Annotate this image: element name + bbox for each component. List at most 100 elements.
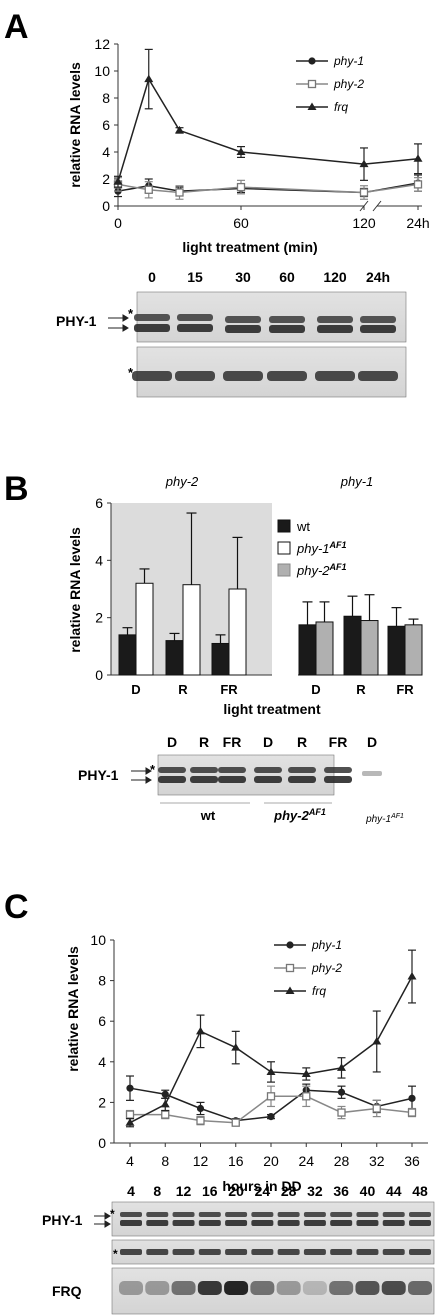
error-bar-wt	[215, 634, 226, 644]
legend-label-phy-2: phy-2	[311, 961, 342, 975]
data-point-frq	[196, 1026, 205, 1035]
lane-label: 48	[412, 1183, 428, 1199]
legend-label-frq: frq	[334, 100, 348, 114]
error-bar-phy-2AF1	[364, 594, 375, 621]
bar-phy-2AF1	[404, 624, 423, 676]
blot-band-loading	[223, 371, 263, 381]
blot-band-frq	[119, 1281, 143, 1295]
panel-c-y-axis-title: relative RNA levels	[65, 946, 81, 1072]
blot-band-faint	[362, 771, 382, 776]
panel-a-y-tick-label: 10	[94, 63, 110, 79]
blot-band-loading	[198, 1249, 221, 1255]
panel-b-y-tick-label: 4	[95, 552, 103, 568]
blot-band-loading	[146, 1249, 169, 1255]
panel-b-bars	[118, 512, 423, 676]
series-line-frq	[117, 77, 419, 182]
blot-band-lower	[317, 325, 353, 333]
data-point-frq	[372, 1037, 382, 1045]
panel-c-x-axis-title: hours in DD	[222, 1178, 301, 1194]
category-label: R	[356, 682, 366, 697]
blot-band-lower	[324, 776, 352, 783]
panel-c-blot-bands-loading	[120, 1249, 431, 1255]
data-point-frq	[231, 1043, 241, 1051]
panel-a-legend: phy-1 phy-2 frq	[296, 54, 364, 114]
blot-band-upper	[382, 1212, 405, 1217]
blot-band-upper	[218, 767, 246, 773]
blot-band-upper	[303, 1212, 326, 1217]
panel-c-x-tick-label: 20	[263, 1153, 279, 1169]
blot-band-loading	[120, 1249, 142, 1255]
panel-c-blot-phy1-strip	[111, 1201, 435, 1237]
blot-band-frq	[329, 1281, 354, 1295]
panel-c-plot-area	[125, 949, 417, 1128]
panel-c-blot-star-loading: *	[113, 1247, 118, 1261]
blot-band-lower	[360, 325, 396, 333]
lane-label: 40	[360, 1183, 376, 1199]
panel-c-x-tick-label: 12	[193, 1153, 209, 1169]
panel-a-x-axis-title: light treatment (min)	[182, 239, 317, 255]
lane-label: D	[263, 734, 273, 750]
panel-b-blot-lane-labels: D R FR D R FR D	[167, 734, 377, 750]
blot-band-loading	[356, 1249, 379, 1255]
legend-entry-phy-1af1: phy-1AF1	[277, 540, 347, 556]
data-point-frq	[413, 154, 423, 162]
bar-wt	[118, 634, 137, 676]
data-point-phy-1	[126, 1084, 134, 1092]
panel-b-blot-group-phy-1af1: phy-1AF1	[365, 813, 404, 825]
blot-band-loading	[315, 371, 355, 381]
panel-b-y-tick-label: 2	[95, 610, 103, 626]
data-point-phy-1	[267, 1113, 275, 1121]
panel-b-x-axis-title: light treatment	[223, 701, 321, 717]
data-point-frq	[144, 74, 154, 83]
blot-band-lower	[269, 325, 305, 333]
category-label: D	[131, 682, 140, 697]
panel-c-y-ticks: 0 2 4 6 8 10	[90, 932, 114, 1151]
legend-entry-phy-2af1: phy-2AF1	[277, 562, 347, 578]
legend-entry-phy-1: phy-1	[296, 54, 364, 68]
blot-band-lower	[198, 1220, 221, 1226]
blot-band-lower	[409, 1220, 431, 1226]
bar-phy-2AF1	[315, 621, 334, 676]
data-point-phy-2	[407, 1108, 417, 1117]
data-point-phy-2	[302, 1092, 311, 1101]
panel-a-blot-star-lower: *	[128, 365, 134, 380]
data-point-phy-1	[337, 1088, 346, 1096]
blot-band-upper	[330, 1212, 353, 1217]
panel-a-x-tick-label: 24h	[406, 215, 429, 231]
panel-a: A relative RNA levels light treatment (m…	[4, 8, 430, 398]
blot-band-upper	[134, 314, 170, 321]
blot-band-upper	[288, 767, 316, 773]
blot-band-loading	[358, 371, 398, 381]
blot-band-upper	[172, 1212, 195, 1217]
data-point-frq	[160, 1099, 170, 1108]
blot-band-upper	[158, 767, 186, 773]
blot-band-upper	[198, 1212, 221, 1217]
lane-label: D	[167, 734, 177, 750]
data-point-phy-1	[196, 1104, 205, 1113]
bar-wt	[343, 615, 362, 676]
blot-band-frq	[250, 1281, 275, 1295]
data-point-phy-2	[231, 1118, 240, 1127]
blot-band-upper	[251, 1212, 274, 1217]
panel-b-y-ticks: 0 2 4 6	[95, 495, 111, 683]
blot-band-loading	[382, 1249, 405, 1255]
blot-band-lower	[134, 324, 170, 332]
blot-band-lower	[382, 1220, 405, 1226]
data-point-phy-2	[175, 188, 184, 197]
legend-entry-wt: wt	[277, 519, 310, 534]
panel-b-y-axis-title: relative RNA levels	[67, 527, 83, 653]
blot-band-upper	[277, 1212, 300, 1217]
data-point-frq	[175, 125, 184, 134]
panel-c-x-tick-label: 4	[126, 1153, 134, 1169]
panel-c-blot-label: PHY-1	[42, 1212, 83, 1228]
panel-c-y-tick-label: 0	[98, 1135, 106, 1151]
panel-c-x-tick-label: 24	[298, 1153, 314, 1169]
bar-wt	[165, 640, 184, 676]
blot-band-lower	[158, 776, 186, 783]
blot-band-loading	[175, 371, 215, 381]
panel-a-blot-bands-lower	[132, 371, 398, 381]
panel-c-y-tick-label: 8	[98, 973, 106, 989]
panel-b-blot-star: *	[150, 762, 156, 777]
blot-band-upper	[360, 316, 396, 323]
blot-band-upper	[225, 316, 261, 323]
